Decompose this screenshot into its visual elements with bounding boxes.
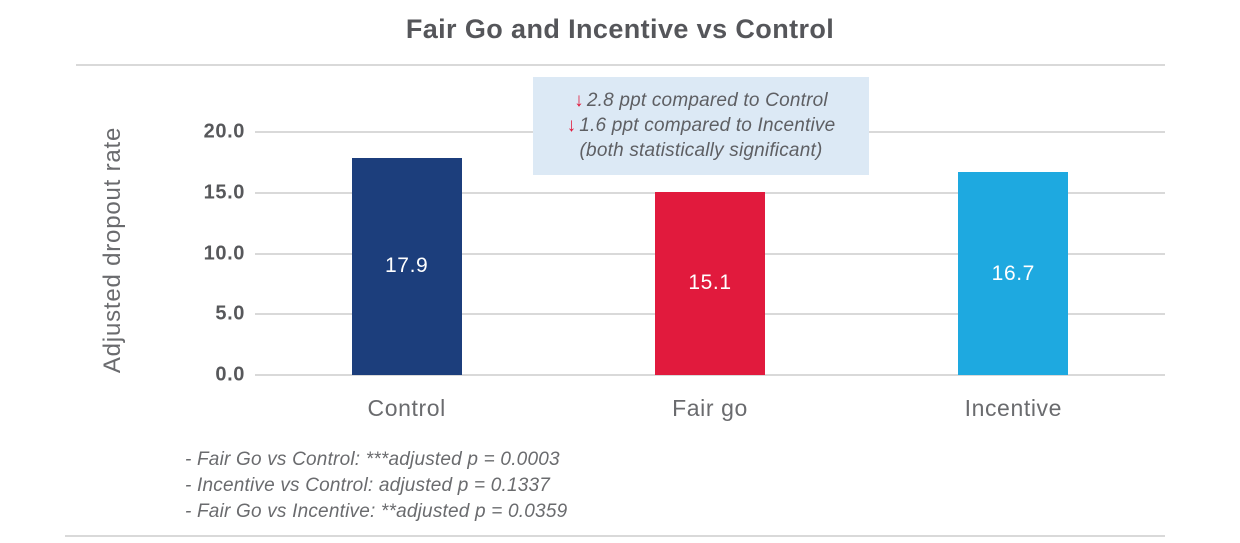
y-tick-label: 10.0 (203, 242, 245, 264)
annotation-text-1: 2.8 ppt compared to Control (586, 90, 828, 111)
bars-row: 17.9 Control 15.1 Fair go 16.7 Incentive (255, 132, 1165, 421)
y-axis-ticks: 0.0 5.0 10.0 15.0 20.0 (150, 121, 245, 386)
bar-value-label: 15.1 (688, 271, 732, 295)
gridline (255, 374, 1165, 376)
x-category-label: Control (367, 395, 446, 421)
footnotes: - Fair Go vs Control: ***adjusted p = 0.… (185, 447, 567, 525)
annotation-line-3: (both statistically significant) (533, 138, 869, 163)
annotation-text-2: 1.6 ppt compared to Incentive (579, 115, 836, 136)
arrow-down-icon: ↓ (574, 90, 584, 111)
footnote-line: - Incentive vs Control: adjusted p = 0.1… (185, 475, 551, 496)
bar-fair-go: 15.1 (654, 191, 765, 375)
footnote-line: - Fair Go vs Control: ***adjusted p = 0.… (185, 449, 560, 470)
x-category-label: Fair go (672, 395, 748, 421)
y-tick-label: 5.0 (215, 302, 245, 325)
footnote-line: - Fair Go vs Incentive: **adjusted p = 0… (185, 501, 568, 522)
annotation-box: ↓ 2.8 ppt compared to Control ↓ 1.6 ppt co… (533, 77, 869, 175)
bar-incentive: 16.7 (958, 172, 1069, 375)
x-category-label: Incentive (964, 395, 1063, 421)
y-tick-label: 0.0 (215, 363, 245, 386)
y-tick-label: 15.0 (203, 181, 245, 204)
bar-control: 17.9 (351, 157, 462, 375)
chart-title: Fair Go and Incentive vs Control (405, 14, 835, 44)
annotation-line-2: ↓ 1.6 ppt compared to Incentive (533, 113, 869, 138)
top-divider (76, 64, 1165, 66)
bar-group-incentive: 16.7 Incentive (862, 132, 1165, 421)
annotation-text-3: (both statistically significant) (579, 140, 823, 161)
y-axis-label: Adjusted dropout rate (99, 126, 126, 374)
bar-group-fair-go: 15.1 Fair go (558, 132, 861, 421)
bottom-divider (65, 535, 1165, 537)
arrow-down-icon: ↓ (566, 115, 577, 136)
bar-group-control: 17.9 Control (255, 132, 558, 421)
bar-value-label: 17.9 (385, 254, 429, 278)
y-tick-label: 20.0 (203, 120, 245, 143)
bar-value-label: 16.7 (991, 261, 1035, 285)
annotation-line-1: ↓ 2.8 ppt compared to Control (533, 88, 869, 113)
